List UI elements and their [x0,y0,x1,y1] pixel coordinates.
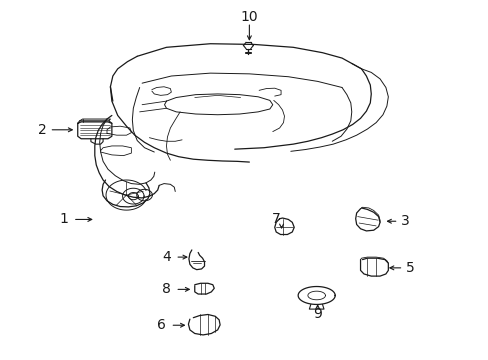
Text: 9: 9 [312,307,322,321]
Text: 6: 6 [157,318,166,332]
Text: 8: 8 [162,282,171,296]
Text: 4: 4 [162,250,170,264]
Text: 5: 5 [405,261,414,275]
Text: 3: 3 [400,214,409,228]
Text: 7: 7 [271,212,280,226]
Text: 1: 1 [60,212,68,226]
Text: 10: 10 [240,10,258,24]
Text: 2: 2 [38,123,46,137]
